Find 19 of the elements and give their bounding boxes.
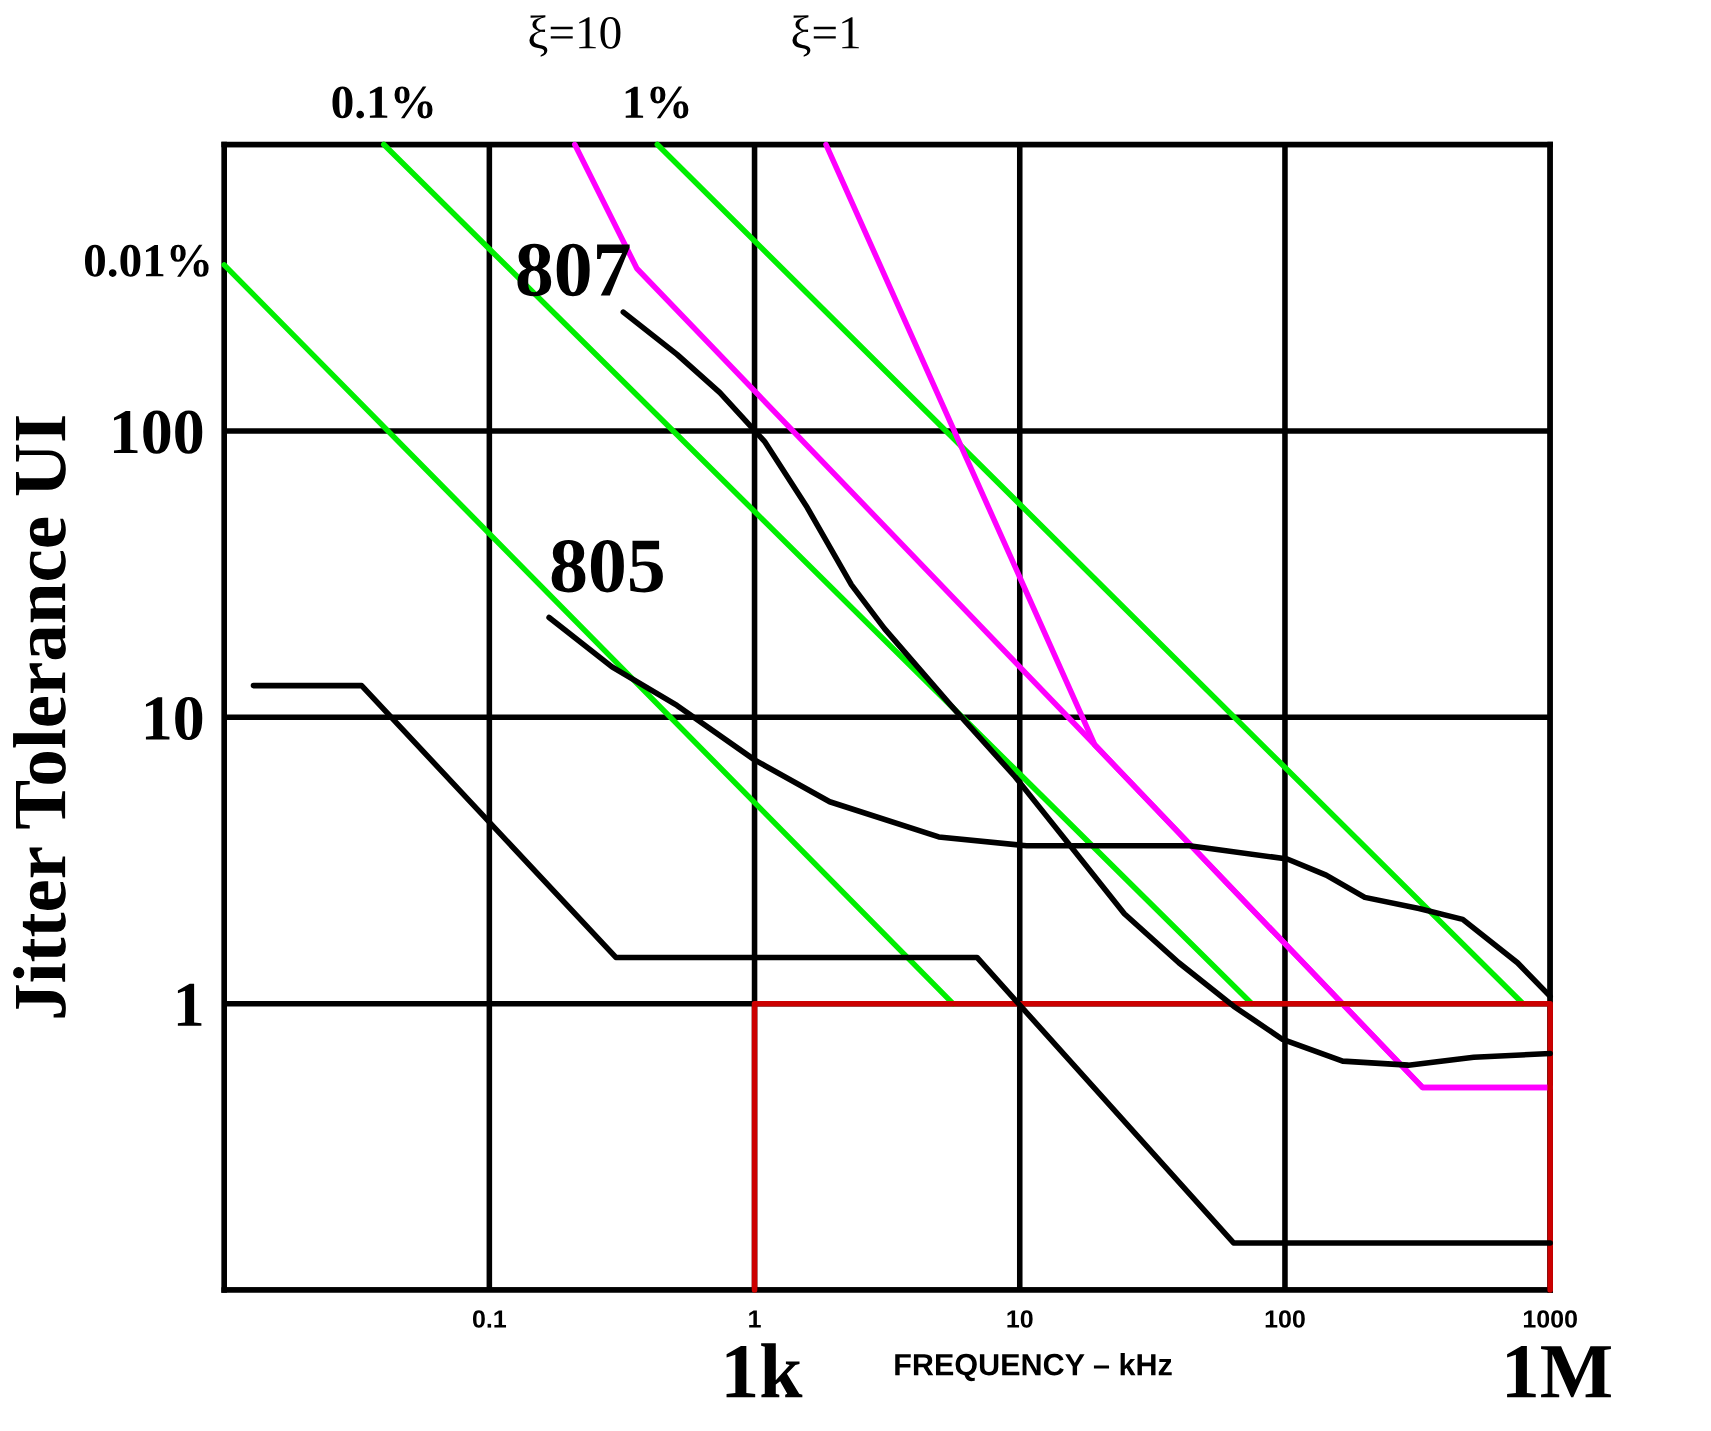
text: 1k xyxy=(726,1343,803,1398)
y-tick-label: 100 xyxy=(113,410,203,454)
annotation: 805 xyxy=(551,539,663,593)
series-label: 0.01% xyxy=(84,244,209,277)
y-axis-title: Jitter Tolerance UI xyxy=(13,416,66,1018)
x-tick-label: 1000 xyxy=(1523,1310,1577,1328)
series-label: 0.1% xyxy=(332,86,433,119)
x-axis-title: FREQUENCY – kHz xyxy=(895,1353,1172,1382)
x-tick-label: 10 xyxy=(1007,1310,1033,1328)
text: ξ=10 xyxy=(529,15,621,57)
x-tick-label: 1 xyxy=(749,1310,761,1328)
series-label: 1% xyxy=(625,86,689,119)
annotation: 807 xyxy=(517,243,630,297)
y-tick-label: 1 xyxy=(177,983,202,1026)
text: 1M xyxy=(1507,1345,1611,1398)
x-tick-label: 0.1 xyxy=(472,1310,507,1328)
series-label: ξ=1 xyxy=(792,15,859,57)
y-tick-label: 10 xyxy=(145,696,203,741)
x-tick-label: 100 xyxy=(1265,1310,1305,1328)
